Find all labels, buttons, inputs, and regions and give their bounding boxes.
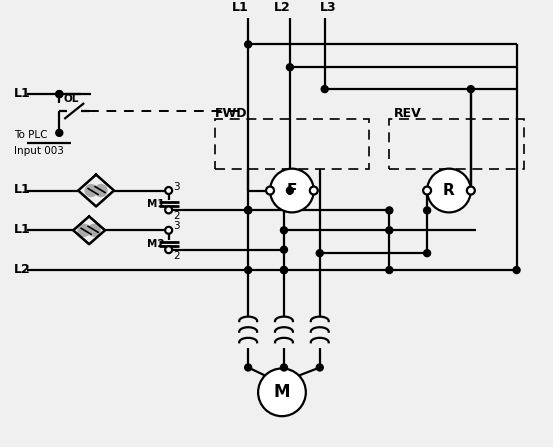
Circle shape [165,187,172,194]
Circle shape [78,224,90,236]
Circle shape [244,207,252,213]
Circle shape [95,185,107,197]
Text: REV: REV [394,107,422,121]
Circle shape [165,227,172,234]
Circle shape [310,186,318,194]
Circle shape [321,86,328,93]
Text: L1: L1 [14,183,30,196]
Circle shape [467,186,475,194]
Circle shape [286,187,294,194]
Circle shape [244,266,252,274]
Text: To PLC: To PLC [14,130,47,140]
Circle shape [424,250,431,257]
Circle shape [88,224,100,236]
Text: L2: L2 [274,1,290,14]
Text: L1: L1 [14,223,30,236]
Text: F: F [286,183,297,198]
Text: R: R [443,183,455,198]
Circle shape [56,129,63,136]
Text: M2: M2 [147,239,164,249]
Circle shape [386,266,393,274]
Text: Input 003: Input 003 [14,146,64,156]
Circle shape [316,364,323,371]
Text: L2: L2 [14,262,30,275]
Circle shape [85,185,97,197]
Circle shape [280,227,288,234]
Circle shape [316,250,323,257]
Circle shape [513,266,520,274]
Circle shape [424,207,431,214]
Circle shape [386,207,393,214]
Circle shape [280,266,288,274]
Circle shape [258,368,306,416]
Text: L1: L1 [232,1,249,14]
Circle shape [266,186,274,194]
Circle shape [280,246,288,253]
Text: M1: M1 [147,199,164,210]
Text: M: M [274,384,290,401]
Circle shape [165,207,172,213]
Circle shape [423,186,431,194]
Text: FWD: FWD [215,107,248,121]
Text: L3: L3 [320,1,336,14]
Text: 2: 2 [174,251,180,261]
Text: L1: L1 [14,87,30,100]
Circle shape [286,64,294,71]
Circle shape [165,246,172,253]
Circle shape [244,364,252,371]
Circle shape [427,169,471,212]
Circle shape [244,41,252,48]
Circle shape [244,207,252,214]
Bar [389,119,524,169]
Circle shape [56,91,63,97]
Text: 2: 2 [174,211,180,221]
Bar [215,119,369,169]
Circle shape [467,86,474,93]
Text: 3: 3 [174,181,180,192]
Text: OL: OL [63,94,79,104]
Circle shape [270,169,314,212]
Text: 3: 3 [174,221,180,231]
Circle shape [280,364,288,371]
Circle shape [56,91,63,97]
Circle shape [280,266,288,274]
Circle shape [386,227,393,234]
